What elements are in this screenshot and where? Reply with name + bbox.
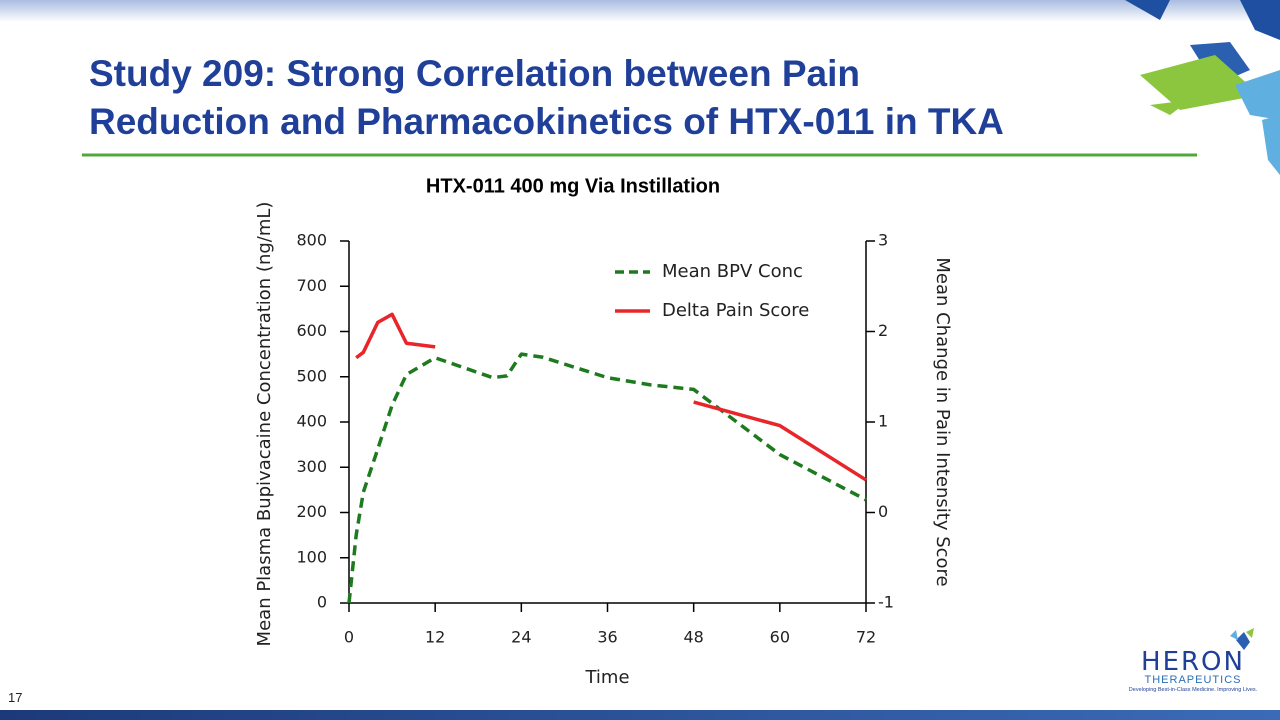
x-tick-label: 24 xyxy=(511,628,531,647)
logo-subtitle: THERAPEUTICS xyxy=(1144,674,1242,686)
bottom-band xyxy=(0,710,1280,720)
y2-tick-label: 2 xyxy=(878,321,888,340)
y-tick-label: 100 xyxy=(296,547,327,566)
y2-axis-label: Mean Change in Pain Intensity Score xyxy=(932,257,953,586)
y2-tick-label: 0 xyxy=(878,502,888,521)
x-tick-label: 12 xyxy=(425,628,445,647)
x-axis-label: Time xyxy=(584,667,629,688)
chart-title: HTX-011 400 mg Via Instillation xyxy=(426,175,720,197)
y-tick-label: 500 xyxy=(296,366,327,385)
series-line xyxy=(347,352,867,604)
legend-label: Delta Pain Score xyxy=(662,300,809,321)
y2-tick-label: 1 xyxy=(878,412,888,431)
title-line: Study 209: Strong Correlation between Pa… xyxy=(89,53,860,94)
x-tick-label: 36 xyxy=(597,628,617,647)
page-number: 17 xyxy=(8,690,23,705)
y-tick-label: 300 xyxy=(296,457,327,476)
y-tick-label: 700 xyxy=(296,276,327,295)
slide-title: Study 209: Strong Correlation between Pa… xyxy=(89,50,1004,146)
series-line xyxy=(355,312,867,482)
legend-label: Mean BPV Conc xyxy=(662,261,803,282)
y-tick-label: 400 xyxy=(296,412,327,431)
y-tick-label: 0 xyxy=(317,593,327,612)
y-tick-label: 200 xyxy=(296,502,327,521)
title-line: Reduction and Pharmacokinetics of HTX-01… xyxy=(89,101,1004,142)
x-tick-label: 60 xyxy=(770,628,790,647)
y-tick-label: 800 xyxy=(296,231,327,250)
top-band xyxy=(0,0,1280,22)
logo-tagline: Developing Best-in-Class Medicine. Impro… xyxy=(1128,687,1258,693)
corner-shapes xyxy=(1125,0,1280,175)
x-tick-label: 0 xyxy=(344,628,354,647)
y-axis-label: Mean Plasma Bupivacaine Concentration (n… xyxy=(254,202,275,647)
x-tick-label: 72 xyxy=(856,628,876,647)
y-tick-label: 600 xyxy=(296,321,327,340)
logo-mark xyxy=(1230,628,1254,650)
y2-tick-label: -1 xyxy=(878,593,894,612)
x-tick-label: 48 xyxy=(683,628,703,647)
y2-tick-label: 3 xyxy=(878,231,888,250)
logo: HERON THERAPEUTICS Developing Best-in-Cl… xyxy=(1128,647,1258,693)
logo-name: HERON xyxy=(1141,647,1245,677)
